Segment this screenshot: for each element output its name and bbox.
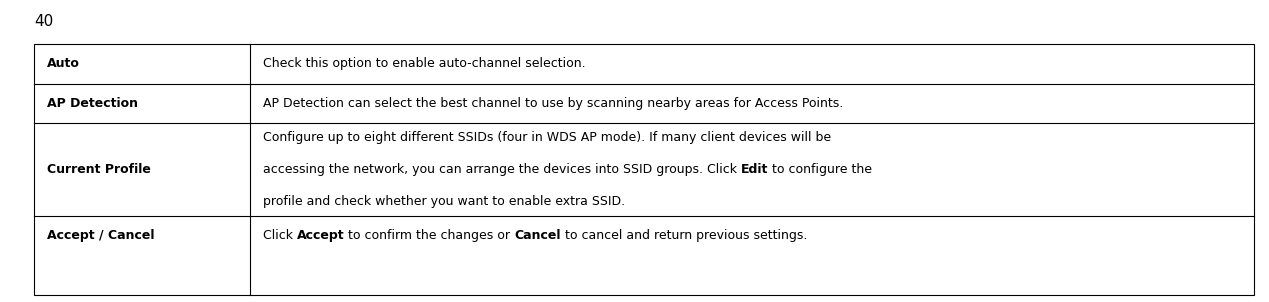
Text: Cancel: Cancel xyxy=(514,229,561,242)
Text: Edit: Edit xyxy=(741,163,768,176)
Text: to configure the: to configure the xyxy=(768,163,872,176)
Text: accessing the network, you can arrange the devices into SSID groups. Click: accessing the network, you can arrange t… xyxy=(263,163,741,176)
Text: Auto: Auto xyxy=(47,57,80,70)
Text: AP Detection: AP Detection xyxy=(47,97,138,110)
Text: Current Profile: Current Profile xyxy=(47,163,151,176)
Text: profile and check whether you want to enable extra SSID.: profile and check whether you want to en… xyxy=(263,195,624,208)
Text: AP Detection can select the best channel to use by scanning nearby areas for Acc: AP Detection can select the best channel… xyxy=(263,97,843,110)
Text: Accept / Cancel: Accept / Cancel xyxy=(47,229,155,242)
Text: to cancel and return previous settings.: to cancel and return previous settings. xyxy=(561,229,807,242)
Text: Click: Click xyxy=(263,229,297,242)
Text: Accept: Accept xyxy=(297,229,344,242)
Text: Configure up to eight different SSIDs (four in WDS AP mode). If many client devi: Configure up to eight different SSIDs (f… xyxy=(263,131,831,144)
Text: 40: 40 xyxy=(34,14,53,29)
Text: to confirm the changes or: to confirm the changes or xyxy=(344,229,514,242)
Text: Check this option to enable auto-channel selection.: Check this option to enable auto-channel… xyxy=(263,57,585,70)
